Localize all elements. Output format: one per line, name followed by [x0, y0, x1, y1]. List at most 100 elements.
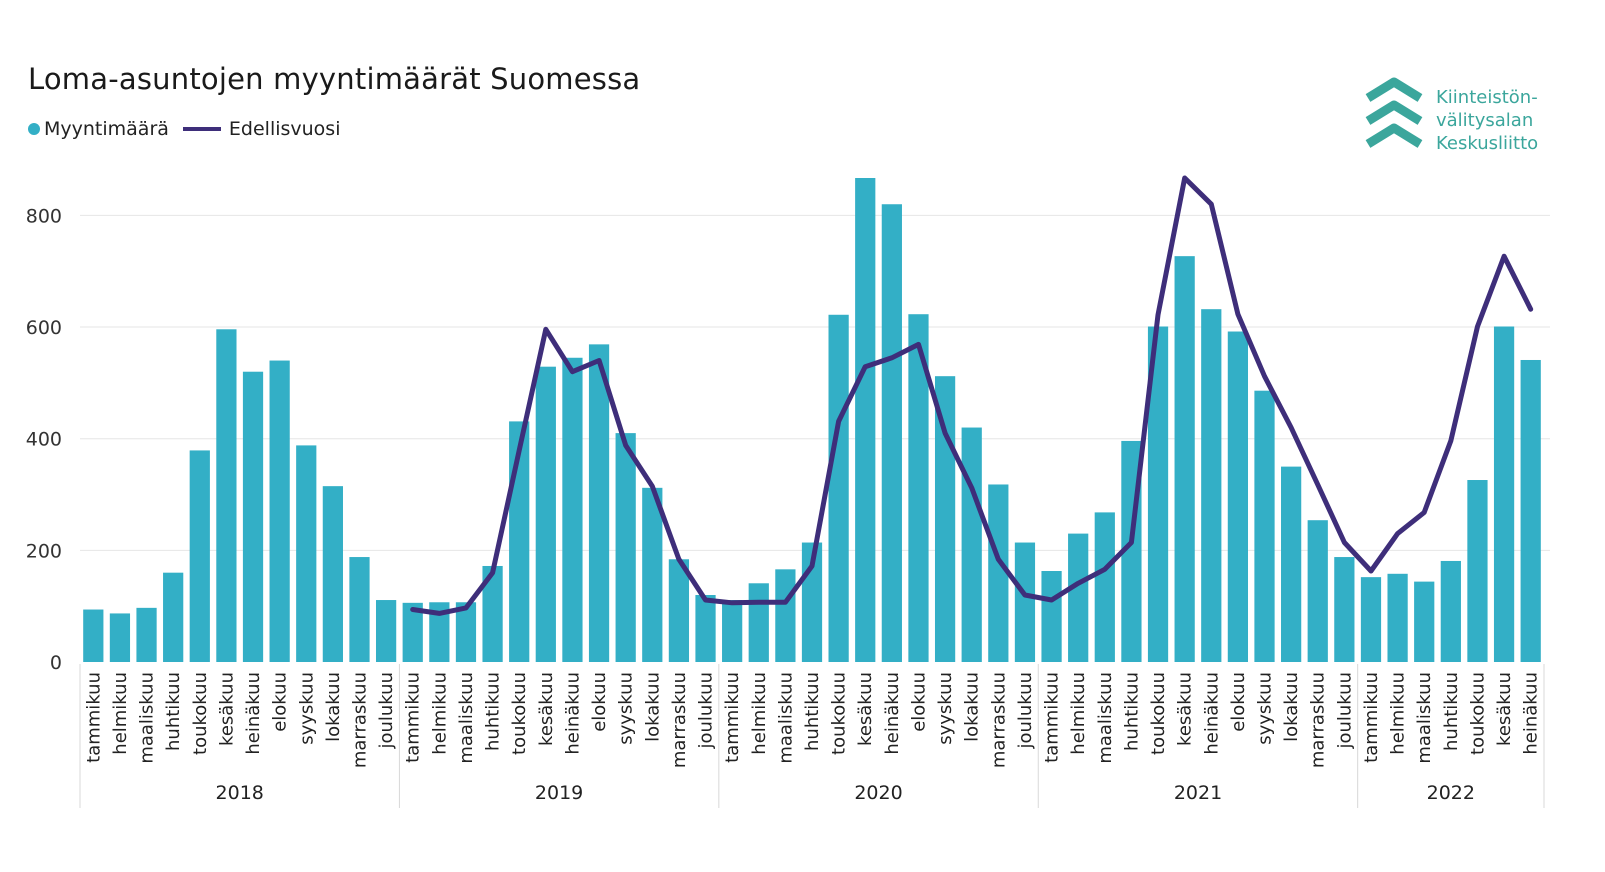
bar[interactable]: [163, 572, 184, 662]
bar[interactable]: [429, 602, 450, 662]
year-label: 2022: [1427, 782, 1475, 804]
bar[interactable]: [1227, 331, 1249, 662]
legend-bar-swatch: [28, 123, 40, 135]
bar[interactable]: [189, 450, 210, 662]
x-tick-label: lokakuu: [962, 672, 983, 742]
bar[interactable]: [695, 595, 716, 662]
bar[interactable]: [1068, 533, 1089, 662]
bar[interactable]: [269, 360, 290, 662]
bar[interactable]: [908, 314, 929, 662]
bar[interactable]: [402, 602, 423, 662]
legend-item-bar[interactable]: Myyntimäärä: [28, 118, 169, 140]
bar[interactable]: [1307, 520, 1328, 662]
x-tick-label: heinäkuu: [882, 672, 903, 755]
bar[interactable]: [1334, 557, 1355, 662]
x-tick-label: tammikuu: [722, 672, 743, 763]
bar[interactable]: [855, 178, 876, 662]
bar[interactable]: [349, 557, 370, 662]
bar[interactable]: [216, 329, 237, 662]
bar[interactable]: [1440, 560, 1461, 662]
x-tick-label: kesäkuu: [1494, 672, 1515, 746]
x-tick-label: elokuu: [589, 672, 610, 732]
x-tick-label: kesäkuu: [536, 672, 557, 746]
x-tick-label: maaliskuu: [137, 672, 158, 764]
x-tick-label: joulukuu: [1334, 672, 1355, 750]
bar[interactable]: [562, 357, 583, 662]
x-tick-label: marraskuu: [669, 672, 690, 768]
bar[interactable]: [1493, 326, 1515, 662]
x-tick-label: maaliskuu: [1095, 672, 1116, 764]
x-tick-label: elokuu: [1228, 672, 1249, 732]
bar[interactable]: [455, 602, 477, 662]
x-tick-label: toukokuu: [1148, 672, 1169, 755]
previous-year-line: [410, 175, 1534, 616]
x-tick-label: syyskuu: [935, 672, 956, 745]
bar[interactable]: [668, 559, 690, 662]
logo-text: Kiinteistön- välitysalan Keskusliitto: [1436, 86, 1538, 155]
series-line-edellisvuosi[interactable]: [410, 175, 1534, 616]
x-tick-label: marraskuu: [1308, 672, 1329, 768]
bar[interactable]: [828, 314, 849, 662]
bar[interactable]: [1387, 573, 1408, 662]
bar[interactable]: [881, 204, 902, 662]
bar[interactable]: [242, 371, 264, 662]
bar[interactable]: [322, 486, 343, 662]
x-tick-label: kesäkuu: [1175, 672, 1196, 746]
bar[interactable]: [588, 344, 610, 662]
bar[interactable]: [1014, 542, 1036, 662]
legend-line-swatch: [182, 127, 221, 131]
x-tick-label: heinäkuu: [562, 672, 583, 755]
bar[interactable]: [375, 600, 397, 662]
bar[interactable]: [1281, 466, 1302, 662]
bar[interactable]: [748, 583, 769, 662]
bar[interactable]: [1147, 326, 1169, 662]
x-tick-label: toukokuu: [190, 672, 211, 755]
legend-item-line[interactable]: Edellisvuosi: [177, 118, 341, 140]
x-tick-label: heinäkuu: [243, 672, 264, 755]
bar[interactable]: [1360, 577, 1382, 662]
bar[interactable]: [1201, 309, 1222, 662]
x-tick-label: tammikuu: [83, 672, 104, 763]
bar[interactable]: [296, 445, 317, 662]
x-tick-label: helmikuu: [110, 672, 131, 755]
x-tick-label: helmikuu: [1388, 672, 1409, 755]
year-label: 2019: [535, 782, 583, 804]
organization-logo: Kiinteistön- välitysalan Keskusliitto: [1362, 76, 1562, 156]
x-tick-label: syyskuu: [296, 672, 317, 745]
x-tick-label: huhtikuu: [163, 672, 184, 751]
y-tick-label: 800: [26, 205, 62, 227]
bar[interactable]: [775, 569, 796, 662]
bar[interactable]: [1174, 256, 1195, 662]
bar[interactable]: [482, 565, 503, 662]
x-tick-label: joulukuu: [696, 672, 717, 750]
bar[interactable]: [988, 484, 1009, 662]
bar[interactable]: [961, 427, 982, 662]
bar[interactable]: [1414, 581, 1435, 662]
bar[interactable]: [1467, 480, 1488, 662]
bar[interactable]: [1520, 359, 1541, 662]
bar[interactable]: [1254, 390, 1275, 662]
x-tick-label: huhtikuu: [802, 672, 823, 751]
bar[interactable]: [934, 376, 956, 662]
bar[interactable]: [642, 487, 663, 662]
bar[interactable]: [1094, 512, 1115, 662]
bar[interactable]: [1041, 571, 1062, 662]
x-tick-label: helmikuu: [749, 672, 770, 755]
x-tick-label: elokuu: [270, 672, 291, 732]
logo-line-3: Keskusliitto: [1436, 133, 1539, 154]
bar[interactable]: [615, 433, 636, 662]
chevron-stack-icon: [1365, 77, 1423, 148]
x-tick-label: toukokuu: [829, 672, 850, 755]
x-tick-label: tammikuu: [1042, 672, 1063, 763]
x-tick-label: lokakuu: [642, 672, 663, 742]
bar[interactable]: [83, 609, 104, 662]
bar[interactable]: [136, 607, 157, 662]
bar[interactable]: [535, 366, 556, 662]
x-tick-label: huhtikuu: [1121, 672, 1142, 751]
x-tick-label: helmikuu: [429, 672, 450, 755]
bar[interactable]: [722, 600, 743, 662]
x-tick-label: maaliskuu: [1414, 672, 1435, 764]
bar[interactable]: [109, 613, 131, 662]
x-tick-label: marraskuu: [350, 672, 371, 768]
bars: [83, 178, 1541, 662]
